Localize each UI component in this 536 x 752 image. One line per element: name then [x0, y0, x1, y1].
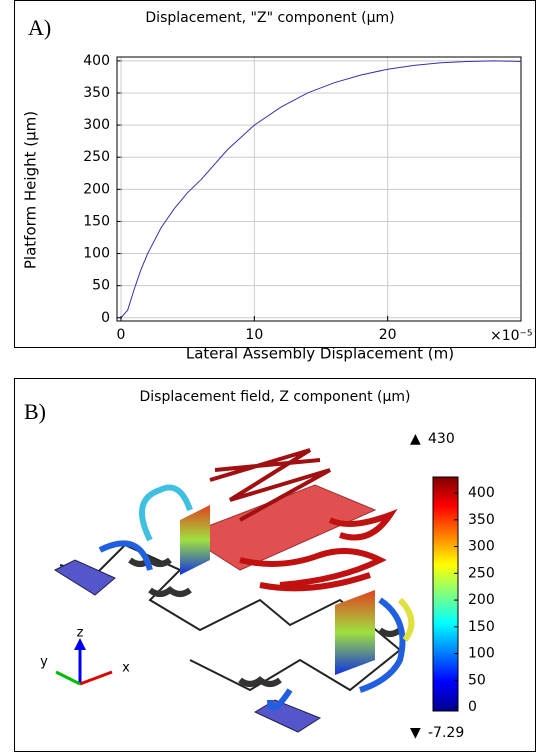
max-arrow: ▲	[410, 431, 421, 447]
colorbar-tick-label: 250	[468, 565, 495, 581]
colorbar-tick-label: 0	[468, 699, 477, 715]
render	[53, 448, 415, 733]
y-tick-label: 350	[83, 85, 110, 101]
x-axis-label: Lateral Assembly Displacement (m)	[186, 345, 454, 363]
colorbar-tick-label: 300	[468, 539, 495, 555]
y-tick-label: 50	[92, 278, 110, 294]
y-tick-label: 200	[83, 181, 110, 197]
colorbar-tick-label: 50	[468, 672, 486, 688]
z-axis-label: z	[77, 626, 84, 641]
x-axis-label: x	[122, 661, 130, 676]
min-arrow: ▼	[410, 725, 421, 741]
y-tick-label: 0	[101, 310, 110, 326]
y-tick-label: 400	[83, 53, 110, 69]
colorbar-tick-label: 200	[468, 592, 495, 608]
y-tick-label: 300	[83, 117, 110, 133]
y-axis-label: y	[40, 655, 48, 670]
x-tick-label: 0	[117, 327, 126, 343]
colorbar-tick-label: 400	[468, 485, 495, 501]
axis-triad	[55, 638, 113, 686]
y-tick-label: 100	[83, 246, 110, 262]
min-label: -7.29	[428, 725, 464, 741]
panel-label: B)	[24, 399, 46, 424]
colorbar-tick-label: 350	[468, 512, 495, 528]
x-tick-label: 10	[245, 327, 263, 343]
y-tick-label: 150	[83, 213, 110, 229]
colorbar-tick-label: 100	[468, 646, 495, 662]
colorbar	[432, 476, 459, 712]
x-tick-label: 20	[379, 327, 397, 343]
panel-label: A)	[28, 15, 51, 40]
y-tick-label: 250	[83, 149, 110, 165]
x-multiplier: ×10⁻⁵	[490, 328, 533, 344]
y-axis-label: Platform Height (µm)	[22, 111, 40, 269]
line	[120, 60, 522, 319]
plot-frame	[116, 56, 522, 322]
chart-title: Displacement, "Z" component (µm)	[145, 10, 394, 26]
max-label: 430	[428, 431, 455, 447]
figure-title: Displacement field, Z component (µm)	[140, 389, 411, 405]
colorbar-tick-label: 150	[468, 619, 495, 635]
